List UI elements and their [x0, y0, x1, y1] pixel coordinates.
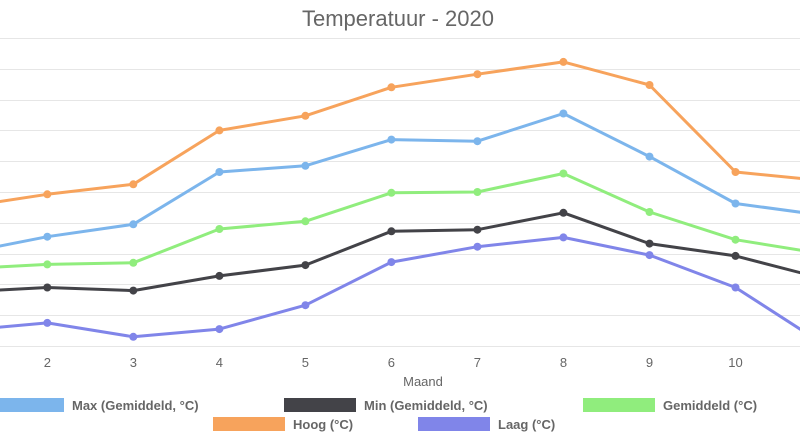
x-tick-label: 10: [728, 355, 742, 370]
data-point[interactable]: [559, 169, 568, 178]
data-point[interactable]: [387, 227, 396, 236]
data-point[interactable]: [645, 208, 654, 216]
legend-label: Laag (°C): [498, 417, 555, 432]
x-axis-ticks: 2 3 4 5 6 7 8 9 10: [44, 355, 743, 370]
data-point[interactable]: [731, 168, 740, 176]
data-point[interactable]: [215, 126, 224, 135]
legend-item[interactable]: Laag (°C): [418, 417, 555, 432]
legend-label: Gemiddeld (°C): [663, 398, 757, 413]
series-3: [0, 169, 800, 269]
data-point[interactable]: [43, 260, 52, 269]
legend-swatch: [0, 398, 64, 412]
data-point[interactable]: [43, 190, 52, 199]
legend-item[interactable]: Gemiddeld (°C): [583, 398, 757, 413]
data-point[interactable]: [129, 286, 138, 295]
data-point[interactable]: [473, 137, 482, 146]
data-point[interactable]: [301, 161, 310, 170]
data-point[interactable]: [301, 217, 310, 226]
data-point[interactable]: [301, 261, 310, 270]
x-tick-label: 3: [130, 355, 137, 370]
series-layer: [0, 57, 800, 341]
series-4: [0, 57, 800, 204]
data-point[interactable]: [559, 109, 568, 118]
data-point[interactable]: [645, 152, 654, 161]
data-point[interactable]: [215, 325, 224, 334]
data-point[interactable]: [473, 188, 482, 196]
series-5: [0, 233, 800, 341]
series-line: [0, 211, 800, 293]
legend-label: Hoog (°C): [293, 417, 353, 432]
data-point[interactable]: [215, 225, 224, 233]
data-point[interactable]: [129, 258, 138, 267]
legend-swatch: [418, 417, 490, 431]
data-point[interactable]: [473, 70, 482, 79]
legend-swatch: [213, 417, 285, 431]
data-point[interactable]: [387, 188, 396, 197]
series-line: [0, 60, 800, 204]
legend-swatch: [284, 398, 356, 412]
data-point[interactable]: [731, 199, 740, 208]
data-point[interactable]: [129, 180, 138, 189]
legend-label: Min (Gemiddeld, °C): [364, 398, 488, 413]
data-point[interactable]: [215, 271, 224, 280]
data-point[interactable]: [43, 283, 52, 292]
data-point[interactable]: [645, 251, 654, 260]
data-point[interactable]: [215, 168, 224, 176]
data-point[interactable]: [559, 208, 568, 217]
legend-item[interactable]: Max (Gemiddeld, °C): [0, 398, 199, 413]
data-point[interactable]: [473, 242, 482, 251]
legend-item[interactable]: Hoog (°C): [213, 417, 353, 432]
x-tick-label: 4: [216, 355, 223, 370]
data-point[interactable]: [43, 318, 52, 327]
data-point[interactable]: [731, 251, 740, 260]
legend: Max (Gemiddeld, °C) Min (Gemiddeld, °C) Ge…: [0, 398, 757, 432]
data-point[interactable]: [731, 283, 740, 292]
x-tick-label: 8: [560, 355, 567, 370]
series-1: [0, 109, 800, 248]
legend-label: Max (Gemiddeld, °C): [72, 398, 199, 413]
data-point[interactable]: [43, 232, 52, 241]
legend-item[interactable]: Min (Gemiddeld, °C): [284, 398, 488, 413]
x-tick-label: 6: [388, 355, 395, 370]
data-point[interactable]: [559, 233, 568, 242]
x-tick-label: 9: [646, 355, 653, 370]
data-point[interactable]: [129, 220, 138, 229]
data-point[interactable]: [129, 332, 138, 341]
data-point[interactable]: [645, 81, 654, 89]
legend-swatch: [583, 398, 655, 412]
chart-title: Temperatuur - 2020: [302, 6, 494, 31]
x-tick-label: 7: [474, 355, 481, 370]
data-point[interactable]: [301, 301, 310, 310]
data-point[interactable]: [301, 111, 310, 120]
data-point[interactable]: [559, 57, 568, 66]
data-point[interactable]: [387, 83, 396, 92]
data-point[interactable]: [387, 258, 396, 267]
x-axis-title: Maand: [403, 374, 443, 389]
data-point[interactable]: [645, 239, 654, 248]
x-tick-label: 2: [44, 355, 51, 370]
x-tick-label: 5: [302, 355, 309, 370]
series-2: [0, 208, 800, 295]
data-point[interactable]: [473, 225, 482, 234]
data-point[interactable]: [387, 135, 396, 144]
data-point[interactable]: [731, 235, 740, 244]
